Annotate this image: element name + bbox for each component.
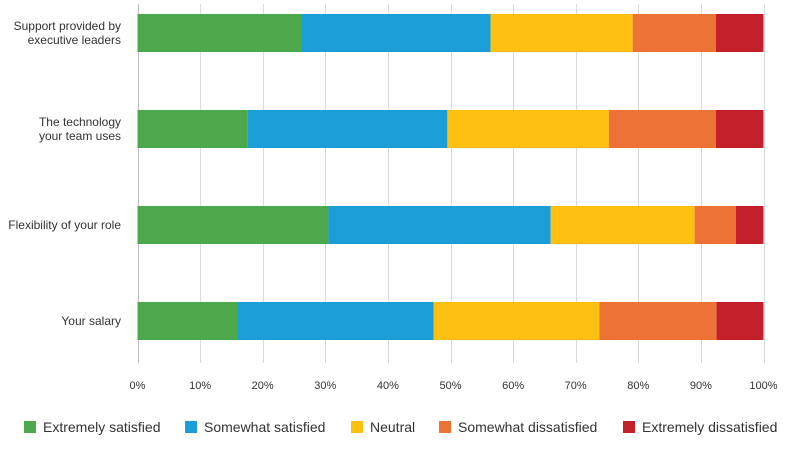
legend: Extremely satisfied Somewhat satisfied Neu… <box>24 419 777 435</box>
bar-segment <box>447 110 609 148</box>
legend-swatch <box>185 421 197 433</box>
legend-swatch <box>351 421 363 433</box>
x-tick-label: 60% <box>502 380 524 392</box>
category-label: The technology your team uses <box>39 115 121 143</box>
bar-segment <box>735 206 764 244</box>
bar-segment <box>490 14 633 52</box>
bar-segment <box>608 110 716 148</box>
category-labels: Support provided by executive leaders The … <box>8 19 121 328</box>
legend-label: Somewhat dissatisfied <box>458 419 597 435</box>
x-tick-label: 40% <box>377 380 399 392</box>
bar-segment <box>301 14 491 52</box>
category-label-line: executive leaders <box>28 33 121 47</box>
x-tick-label: 70% <box>565 380 587 392</box>
category-label-line: Flexibility of your role <box>8 218 121 232</box>
bar-segment <box>137 206 329 244</box>
category-label: Support provided by executive leaders <box>14 19 121 47</box>
x-tick-label: 20% <box>252 380 274 392</box>
bar-segment <box>599 302 717 340</box>
bar-segment <box>137 14 302 52</box>
bar-segment <box>137 110 248 148</box>
x-tick-label: 80% <box>627 380 649 392</box>
legend-swatch <box>439 421 451 433</box>
category-label-line: your team uses <box>39 129 121 143</box>
x-tick-label: 90% <box>690 380 712 392</box>
bar-segment <box>715 14 764 52</box>
category-label-line: Support provided by <box>14 19 121 33</box>
x-tick-label: 100% <box>749 380 777 392</box>
legend-label: Neutral <box>370 419 415 435</box>
x-tick-label: 10% <box>189 380 211 392</box>
bar-segment <box>550 206 695 244</box>
bar-segment <box>632 14 716 52</box>
legend-item: Extremely satisfied <box>24 419 160 435</box>
category-label: Your salary <box>61 314 121 328</box>
legend-swatch <box>623 421 635 433</box>
legend-item: Somewhat dissatisfied <box>439 419 597 435</box>
bar-segment <box>247 110 448 148</box>
bar-segment <box>137 302 238 340</box>
legend-label: Extremely dissatisfied <box>642 419 777 435</box>
x-tick-label: 30% <box>314 380 336 392</box>
bar-segment <box>328 206 551 244</box>
bar-segment <box>433 302 600 340</box>
legend-item: Somewhat satisfied <box>185 419 325 435</box>
bars <box>137 14 764 340</box>
x-tick-label: 50% <box>439 380 461 392</box>
legend-item: Neutral <box>351 419 415 435</box>
x-axis-ticks: 0% 10% 20% 30% 40% 50% 60% 70% 80% 90% 100% <box>130 380 778 392</box>
legend-swatch <box>24 421 36 433</box>
bar-segment <box>694 206 736 244</box>
x-tick-label: 0% <box>130 380 146 392</box>
category-label-line: Your salary <box>61 314 121 328</box>
legend-item: Extremely dissatisfied <box>623 419 777 435</box>
category-label-line: The technology <box>39 115 121 129</box>
bar-segment <box>716 302 764 340</box>
category-label: Flexibility of your role <box>8 218 121 232</box>
bar-segment <box>715 110 764 148</box>
legend-label: Extremely satisfied <box>43 419 160 435</box>
legend-label: Somewhat satisfied <box>204 419 325 435</box>
bar-segment <box>237 302 434 340</box>
